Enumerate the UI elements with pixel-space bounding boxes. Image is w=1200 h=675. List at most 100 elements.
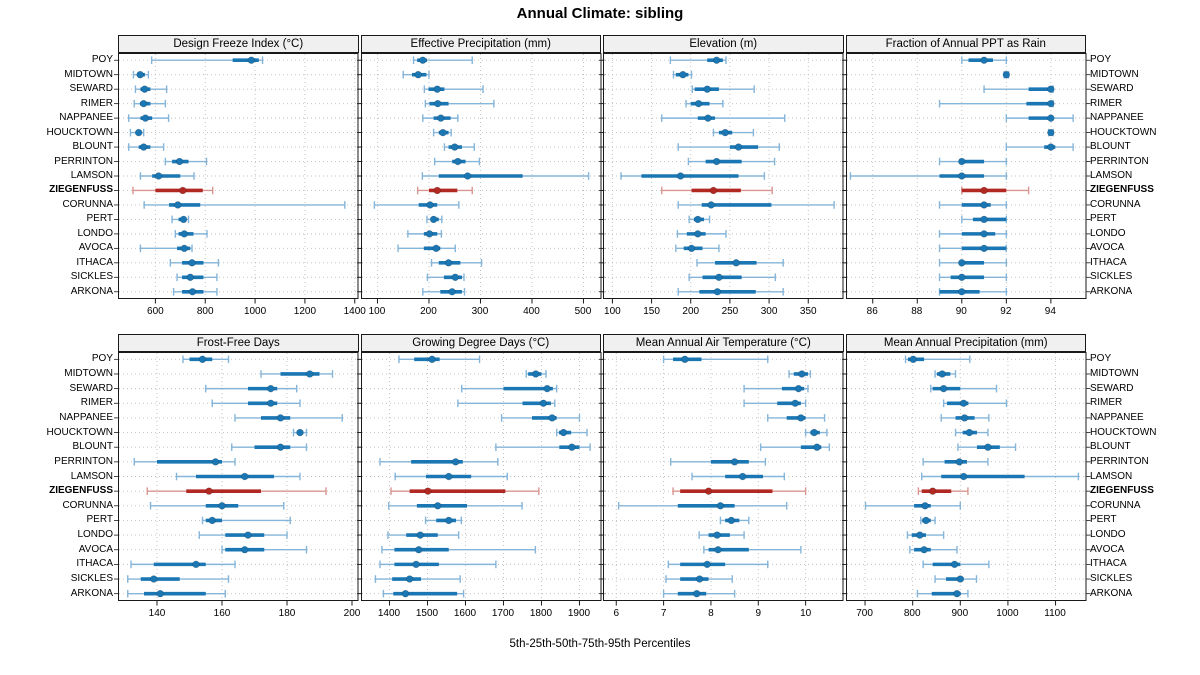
series-poy	[397, 355, 480, 364]
panel-plot	[356, 352, 605, 606]
series-seward	[205, 384, 298, 393]
site-label-right-lamson: LAMSON	[1090, 170, 1133, 181]
panel-plot	[356, 53, 605, 304]
series-londo	[198, 531, 288, 539]
site-label-right-poy: POY	[1090, 54, 1112, 66]
site-label-right-poy: POY	[1090, 353, 1112, 365]
site-label-left-lamson: LAMSON	[70, 470, 113, 482]
site-label-right-rimer: RIMER	[1090, 97, 1123, 109]
x-tick-label: 86	[866, 306, 878, 317]
series-rimer	[211, 399, 301, 408]
series-nappanee	[234, 414, 343, 422]
panel-plot	[114, 352, 363, 606]
series-arkona	[938, 287, 1007, 296]
x-tick-label: 200	[343, 608, 361, 619]
site-label-left-midtown: MIDTOWN	[64, 367, 113, 379]
site-label-left-avoca: AVOCA	[78, 242, 113, 254]
series-corunna	[387, 501, 523, 510]
series-nappanee	[421, 114, 459, 122]
series-lamson	[393, 472, 508, 481]
site-label-right-rimer: RIMER	[1090, 397, 1123, 409]
series-ithaca	[130, 560, 236, 569]
series-nappanee	[940, 414, 990, 422]
x-tick-label: 1700	[491, 608, 515, 619]
x-tick-label: 9	[755, 608, 762, 619]
panel-title: Mean Annual Air Temperature (°C)	[635, 337, 811, 349]
x-tick-label: 200	[682, 306, 700, 317]
series-nappanee	[128, 114, 170, 122]
x-tick-label: 800	[903, 608, 921, 619]
x-tick-label: 1200	[293, 306, 317, 317]
site-label-right-blount: BLOUNT	[1090, 141, 1131, 153]
x-tick-label: 1400	[377, 608, 401, 619]
series-londo	[676, 230, 727, 238]
series-midtown	[525, 370, 547, 378]
x-tick-label: 100	[604, 306, 621, 317]
series-houcktown	[1046, 128, 1055, 137]
x-tick-label: 7	[660, 608, 667, 619]
series-ziegenfuss	[661, 186, 773, 195]
series-lamson	[175, 472, 301, 481]
site-label-right-nappanee: NAPPANEE	[1090, 411, 1144, 423]
series-seward	[134, 85, 168, 93]
series-sickles	[665, 575, 733, 583]
site-label-right-perrinton: PERRINTON	[1090, 155, 1149, 167]
series-pert	[201, 516, 291, 525]
site-label-right-seward: SEWARD	[1090, 382, 1134, 394]
series-avoca	[396, 244, 456, 253]
series-londo	[406, 230, 442, 238]
series-poy	[150, 56, 264, 65]
series-nappanee	[500, 414, 580, 422]
series-ithaca	[667, 560, 769, 569]
series-blount	[759, 443, 830, 452]
series-houcktown	[954, 428, 989, 437]
x-tick-label: 700	[856, 608, 873, 619]
site-label-right-midtown: MIDTOWN	[1090, 367, 1139, 379]
series-lamson	[139, 172, 195, 180]
x-tick-label: 400	[523, 306, 540, 317]
series-sickles	[933, 575, 977, 583]
x-tick-label: 92	[1000, 306, 1012, 317]
series-rimer	[685, 99, 724, 108]
site-label-right-arkona: ARKONA	[1090, 587, 1133, 599]
figure-title: Annual Climate: sibling	[516, 5, 684, 22]
series-perrinton	[433, 157, 480, 166]
site-label-left-seward: SEWARD	[69, 83, 113, 95]
site-label-left-nappanee: NAPPANEE	[59, 112, 113, 124]
series-sickles	[374, 575, 461, 583]
panel-plot	[599, 53, 848, 304]
series-perrinton	[687, 157, 776, 166]
series-seward	[743, 384, 809, 393]
series-pert	[688, 215, 711, 224]
site-label-right-ithaca: ITHACA	[1090, 558, 1127, 570]
series-londo	[938, 230, 1007, 238]
series-houcktown	[129, 128, 145, 137]
series-blount	[956, 443, 1016, 452]
site-label-right-londo: LONDO	[1090, 227, 1126, 239]
series-rimer	[743, 399, 807, 408]
series-blount	[1005, 143, 1074, 151]
series-houcktown	[292, 428, 308, 437]
panel-title: Elevation (m)	[689, 38, 758, 50]
series-seward	[982, 85, 1055, 93]
panel-title: Growing Degree Days (°C)	[412, 337, 550, 349]
series-ziegenfuss	[960, 186, 1029, 195]
x-tick-label: 800	[196, 306, 214, 317]
series-avoca	[675, 244, 720, 253]
x-tick-label: 1500	[415, 608, 439, 619]
site-label-right-midtown: MIDTOWN	[1090, 68, 1139, 80]
site-label-right-nappanee: NAPPANEE	[1090, 112, 1144, 124]
series-ithaca	[430, 259, 482, 267]
x-tick-label: 1800	[529, 608, 553, 619]
series-corunna	[149, 501, 285, 510]
site-label-left-corunna: CORUNNA	[62, 198, 113, 210]
site-label-left-poy: POY	[91, 353, 113, 365]
site-label-right-corunna: CORUNNA	[1090, 198, 1141, 210]
site-label-left-blount: BLOUNT	[72, 141, 113, 153]
series-ithaca	[169, 259, 220, 267]
series-houcktown	[555, 428, 588, 437]
site-label-left-poy: POY	[91, 54, 113, 66]
series-blount	[231, 443, 308, 452]
site-label-right-ithaca: ITHACA	[1090, 256, 1127, 268]
